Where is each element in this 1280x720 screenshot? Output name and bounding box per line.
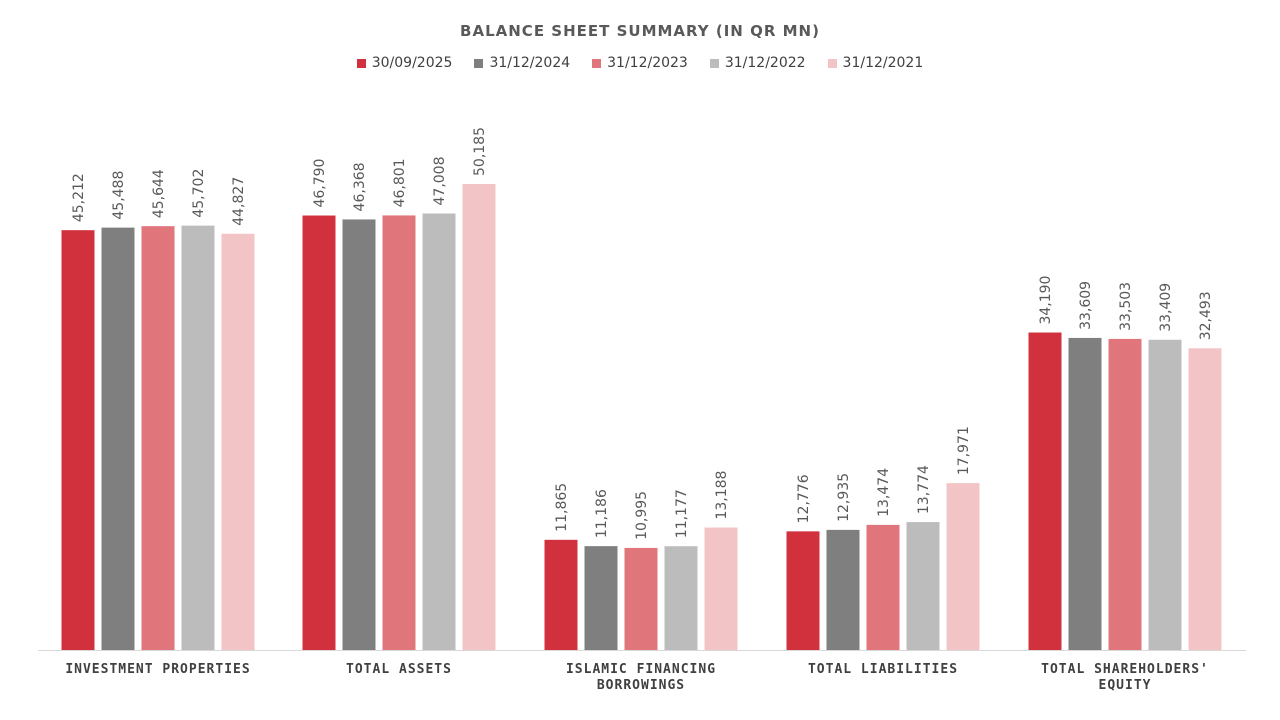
category-label: TOTAL ASSETS [346, 662, 452, 677]
category-label: BORROWINGS [597, 678, 685, 693]
category-label: TOTAL SHAREHOLDERS' [1041, 662, 1209, 677]
data-label: 12,776 [796, 474, 812, 523]
data-label: 45,488 [111, 171, 127, 220]
legend-swatch [709, 58, 719, 68]
bar [664, 546, 698, 650]
data-label: 46,801 [392, 158, 408, 207]
bar [101, 227, 135, 650]
bar [1188, 348, 1222, 650]
bar [704, 527, 738, 650]
legend: 30/09/2025 31/12/2024 31/12/2023 31/12/2022… [0, 55, 1280, 71]
bar [946, 483, 980, 650]
bar [302, 215, 336, 650]
data-label: 34,190 [1038, 276, 1054, 325]
bar [584, 546, 618, 650]
legend-swatch [474, 58, 484, 68]
bar [382, 215, 416, 651]
bar [462, 184, 496, 650]
bar [141, 226, 175, 650]
legend-label: 31/12/2023 [607, 55, 688, 71]
data-label: 45,644 [151, 169, 167, 218]
legend-item: 31/12/2024 [474, 55, 570, 71]
legend-item: 31/12/2021 [827, 55, 924, 71]
data-label: 10,995 [634, 491, 650, 540]
bar [422, 213, 456, 650]
bar [624, 547, 658, 650]
data-label: 50,185 [472, 127, 488, 176]
category-label: EQUITY [1099, 678, 1152, 693]
data-label: 45,702 [191, 169, 207, 218]
data-label: 13,474 [876, 468, 892, 517]
legend-label: 31/12/2022 [724, 55, 806, 71]
data-label: 46,790 [312, 159, 328, 208]
data-label: 44,827 [231, 177, 247, 226]
data-label: 46,368 [352, 162, 368, 211]
legend-swatch [827, 58, 837, 68]
legend-label: 30/09/2025 [371, 55, 453, 71]
legend-item: 31/12/2022 [709, 55, 806, 71]
category-label: TOTAL LIABILITIES [808, 662, 958, 677]
bar [906, 522, 940, 650]
data-label: 33,503 [1118, 282, 1134, 331]
legend-label: 31/12/2024 [489, 55, 571, 71]
data-label: 45,212 [71, 173, 87, 222]
data-label: 47,008 [432, 157, 448, 206]
data-label: 12,935 [836, 473, 852, 522]
legend-swatch [592, 58, 602, 68]
bar [1028, 332, 1062, 650]
data-label: 33,609 [1078, 281, 1094, 330]
bar [1148, 339, 1182, 650]
data-label: 33,409 [1158, 283, 1174, 332]
data-label: 17,971 [956, 426, 972, 475]
bar [342, 219, 376, 650]
data-label: 11,865 [554, 483, 570, 532]
bar [866, 524, 900, 650]
bar [1068, 337, 1102, 650]
bar [826, 529, 860, 650]
legend-item: 31/12/2023 [592, 55, 688, 71]
data-label: 32,493 [1198, 291, 1214, 340]
bar [61, 230, 95, 651]
data-label: 13,774 [916, 465, 932, 514]
legend-swatch [356, 58, 366, 68]
category-label: INVESTMENT PROPERTIES [65, 662, 250, 677]
data-label: 11,177 [674, 489, 690, 538]
category-label: ISLAMIC FINANCING [566, 662, 716, 677]
bar [544, 539, 578, 650]
data-label: 11,186 [594, 489, 610, 538]
bar [181, 225, 215, 650]
bar [221, 233, 255, 650]
legend-label: 31/12/2021 [842, 55, 924, 71]
data-label: 13,188 [714, 471, 730, 520]
bar [786, 531, 820, 650]
chart-title: BALANCE SHEET SUMMARY (IN QR MN) [460, 22, 820, 40]
legend-item: 30/09/2025 [356, 55, 453, 71]
bar [1108, 338, 1142, 650]
